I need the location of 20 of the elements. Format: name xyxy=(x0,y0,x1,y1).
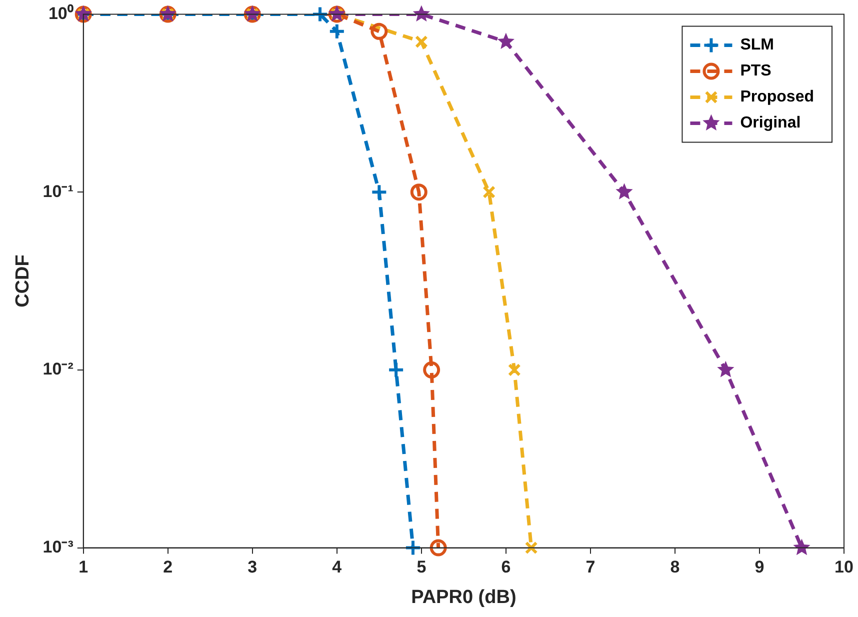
x-tick-label: 9 xyxy=(754,558,764,577)
x-tick-label: 1 xyxy=(78,558,88,577)
legend-label: PTS xyxy=(740,62,772,80)
y-axis-title: CCDF xyxy=(12,254,34,308)
y-tick-label: 10⁰ xyxy=(48,4,74,23)
x-tick-label: 8 xyxy=(670,558,680,577)
x-tick-label: 4 xyxy=(332,558,342,577)
x-tick-label: 10 xyxy=(834,558,854,577)
x-tick-label: 3 xyxy=(248,558,258,577)
legend-label: SLM xyxy=(740,36,774,54)
x-axis-title: PAPR0 (dB) xyxy=(411,586,516,608)
y-tick-label: 10⁻² xyxy=(42,360,74,379)
x-tick-label: 5 xyxy=(416,558,426,577)
x-tick-label: 7 xyxy=(586,558,596,577)
y-tick-label: 10⁻¹ xyxy=(42,182,74,201)
legend-label: Original xyxy=(740,114,801,132)
x-tick-label: 2 xyxy=(163,558,173,577)
legend-label: Proposed xyxy=(740,88,814,106)
x-tick-label: 6 xyxy=(501,558,511,577)
y-tick-label: 10⁻³ xyxy=(42,537,74,556)
